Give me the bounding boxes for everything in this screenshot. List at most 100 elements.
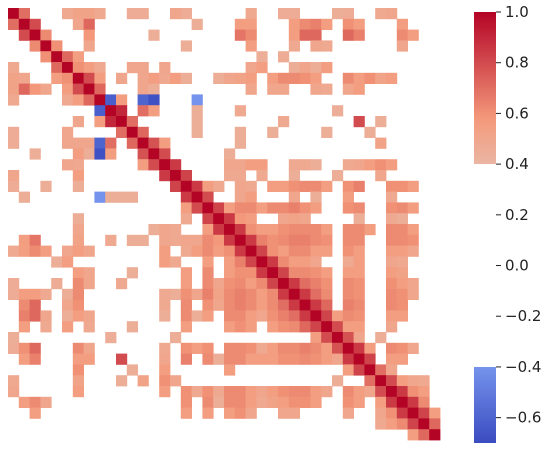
heatmap-cell: [159, 299, 171, 311]
heatmap-cell: [256, 62, 268, 74]
heatmap-cell: [299, 396, 311, 408]
heatmap-cell: [83, 29, 95, 41]
heatmap-cell: [299, 72, 311, 84]
heatmap-cell: [116, 94, 128, 106]
heatmap-cell: [353, 116, 365, 128]
heatmap-cell: [72, 148, 84, 160]
heatmap-cell: [180, 213, 192, 225]
heatmap-cell: [213, 224, 225, 236]
heatmap-cell: [256, 202, 268, 214]
heatmap-cell: [180, 170, 192, 182]
heatmap-cell: [213, 245, 225, 257]
heatmap-cell: [72, 83, 84, 95]
heatmap-cell: [40, 396, 52, 408]
heatmap-cell: [224, 148, 236, 160]
heatmap-cell: [342, 278, 354, 290]
heatmap-cell: [170, 288, 182, 300]
heatmap-cell: [332, 105, 344, 117]
heatmap-cell: [159, 288, 171, 300]
colorbar-tick-label: 0.2: [505, 206, 529, 224]
colorbar-tick-label: 1.0: [505, 3, 529, 21]
heatmap-cell: [170, 234, 182, 246]
heatmap-cell: [62, 8, 74, 20]
heatmap-cell: [267, 353, 279, 365]
heatmap-cell: [137, 148, 149, 160]
heatmap-cell: [94, 191, 106, 203]
heatmap-cell: [29, 148, 41, 160]
heatmap-cell: [180, 299, 192, 311]
heatmap-cell: [224, 288, 236, 300]
heatmap-cell: [40, 83, 52, 95]
heatmap-cell: [299, 267, 311, 279]
heatmap-cell: [245, 40, 257, 52]
heatmap-cell: [170, 224, 182, 236]
heatmap-cell: [396, 256, 408, 268]
heatmap-cell: [224, 202, 236, 214]
heatmap-cell: [332, 8, 344, 20]
heatmap-cell: [396, 375, 408, 387]
heatmap-cell: [245, 191, 257, 203]
heatmap-cell: [94, 94, 106, 106]
heatmap-cell: [137, 62, 149, 74]
heatmap-cell: [234, 353, 246, 365]
heatmap-cell: [137, 83, 149, 95]
heatmap-cell: [386, 386, 398, 398]
heatmap-cell: [40, 29, 52, 41]
colorbar-tick-label: 0.4: [505, 155, 529, 173]
heatmap-cell: [180, 396, 192, 408]
heatmap-cell: [62, 321, 74, 333]
heatmap-cell: [342, 224, 354, 236]
heatmap-cell: [278, 386, 290, 398]
heatmap-cell: [72, 288, 84, 300]
heatmap-cell: [62, 72, 74, 84]
heatmap-cell: [148, 94, 160, 106]
heatmap-cell: [62, 159, 74, 171]
heatmap-cell: [288, 256, 300, 268]
heatmap-cell: [245, 386, 257, 398]
heatmap-cell: [396, 342, 408, 354]
heatmap-cell: [321, 180, 333, 192]
heatmap-cell: [396, 180, 408, 192]
heatmap-cell: [224, 353, 236, 365]
heatmap-cell: [224, 245, 236, 257]
heatmap-cell: [40, 180, 52, 192]
heatmap-cell: [288, 170, 300, 182]
heatmap-cell: [321, 278, 333, 290]
heatmap-cell: [256, 51, 268, 63]
heatmap-cell: [386, 299, 398, 311]
heatmap-cell: [396, 407, 408, 419]
heatmap-cell: [137, 8, 149, 20]
heatmap-cell: [321, 299, 333, 311]
heatmap-cell: [191, 202, 203, 214]
heatmap-cell: [170, 159, 182, 171]
heatmap-cell: [72, 62, 84, 74]
heatmap-cell: [8, 170, 20, 182]
heatmap-cell: [137, 137, 149, 149]
heatmap-cell: [180, 407, 192, 419]
heatmap-cell: [94, 105, 106, 117]
heatmap-cell: [180, 321, 192, 333]
heatmap-cell: [396, 386, 408, 398]
heatmap-cell: [288, 396, 300, 408]
heatmap-cell: [148, 224, 160, 236]
heatmap-cell: [245, 396, 257, 408]
heatmap-cell: [364, 364, 376, 376]
heatmap-cell: [407, 202, 419, 214]
heatmap-cell: [267, 72, 279, 84]
heatmap-cell: [364, 72, 376, 84]
heatmap-cell: [288, 342, 300, 354]
heatmap-cell: [148, 148, 160, 160]
heatmap-cell: [278, 72, 290, 84]
heatmap-cell: [40, 40, 52, 52]
heatmap-cell: [234, 180, 246, 192]
heatmap-cell: [299, 321, 311, 333]
heatmap-cell: [353, 396, 365, 408]
heatmap-cell: [353, 256, 365, 268]
heatmap-cell: [418, 429, 430, 441]
heatmap-cell: [224, 234, 236, 246]
heatmap-cell: [234, 159, 246, 171]
heatmap-cell: [245, 353, 257, 365]
heatmap-cell: [213, 353, 225, 365]
heatmap-cell: [386, 180, 398, 192]
heatmap-cell: [375, 396, 387, 408]
